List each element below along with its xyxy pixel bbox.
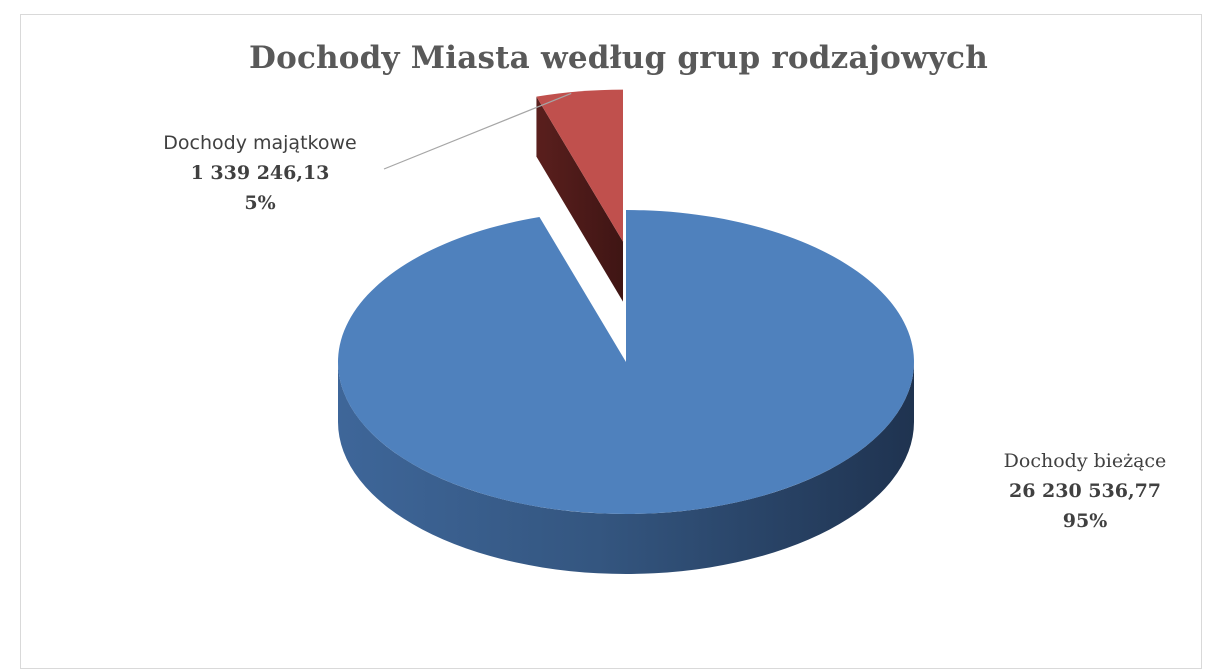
data-label-percent: 95% [1062,510,1108,532]
data-label-percent: 5% [244,192,276,214]
pie-side-dochody-biezace [338,362,914,574]
data-label-dochody-majatkowe: Dochody majątkowe 1 339 246,13 5% [130,128,390,218]
pie-slice-dochody-biezace [338,210,915,514]
chart-title: Dochody Miasta według grup rodzajowych [249,40,988,76]
data-label-dochody-biezace: Dochody bieżące 26 230 536,77 95% [960,446,1210,536]
data-label-value: 1 339 246,13 [190,162,330,184]
data-label-category: Dochody majątkowe [163,132,357,154]
pie-wall-dochody-majatkowe [536,96,623,302]
pie-slice-dochody-majatkowe [536,89,623,242]
data-label-value: 26 230 536,77 [1008,480,1162,502]
leader-line [383,92,572,170]
data-label-category: Dochody bieżące [1003,450,1167,472]
